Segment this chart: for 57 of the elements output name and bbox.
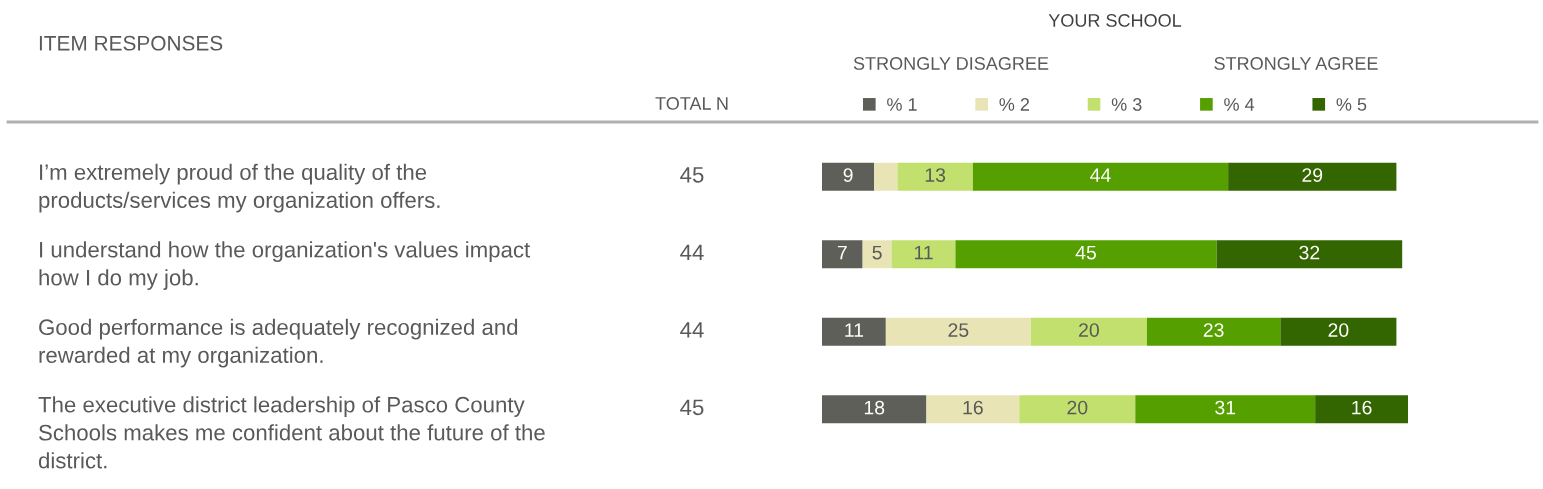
bar — [897, 162, 973, 191]
text: 44 — [680, 244, 704, 260]
bar — [822, 395, 927, 424]
data-label: 20 — [1067, 400, 1088, 415]
data-label: 31 — [1215, 400, 1236, 415]
legend-label: % 1 — [887, 98, 917, 111]
y-tick-label: The executive district leadership of Pasco County Schools makes me confident about the future of the district. — [38, 396, 545, 469]
text: STRONGLY AGREE — [1214, 57, 1378, 70]
data-label: 13 — [925, 168, 946, 182]
data-label: 20 — [1328, 323, 1349, 337]
bar — [891, 240, 956, 269]
bar — [822, 162, 875, 191]
data-label: 16 — [1352, 400, 1372, 415]
bar — [1315, 395, 1408, 424]
bar — [1280, 317, 1397, 346]
bar — [1146, 317, 1281, 346]
chart-subtitle: YOUR SCHOOL — [1048, 14, 1182, 27]
y-tick-label: Good performance is adequately recognized and rewarded at my organization. — [39, 318, 518, 368]
text: TOTAL N — [655, 97, 728, 110]
bar — [862, 240, 892, 269]
text: ITEM RESPONSES — [39, 35, 223, 51]
bar — [822, 317, 886, 346]
data-label: 9 — [843, 168, 853, 182]
data-label: 11 — [914, 245, 933, 260]
bar — [1216, 240, 1403, 269]
data-label: 16 — [963, 400, 983, 415]
data-label: 32 — [1299, 245, 1320, 260]
bar — [1228, 162, 1397, 191]
data-label: 25 — [948, 323, 969, 337]
text: 45 — [680, 167, 704, 183]
text: STRONGLY DISAGREE — [853, 57, 1049, 70]
data-label: 23 — [1203, 323, 1224, 337]
text: 45 — [680, 399, 704, 416]
bar — [1019, 395, 1136, 424]
data-label: 29 — [1302, 168, 1323, 182]
data-label: 20 — [1079, 323, 1099, 337]
text: 44 — [680, 322, 704, 338]
data-label: 7 — [837, 245, 847, 260]
bar — [885, 317, 1031, 346]
y-tick-label: I’m extremely proud of the quality of the products/services my organization offers. — [39, 163, 440, 213]
legend-label: % 3 — [1111, 98, 1142, 111]
bar — [822, 240, 863, 269]
bar — [926, 395, 1020, 424]
legend-label: % 2 — [999, 98, 1030, 111]
data-label: 45 — [1075, 245, 1096, 260]
bar — [1135, 395, 1316, 424]
data-label: 11 — [845, 323, 864, 337]
bar — [955, 240, 1217, 269]
bar — [1030, 317, 1147, 346]
legend-label: % 4 — [1224, 98, 1255, 111]
bar — [874, 162, 898, 191]
data-label: 5 — [872, 245, 882, 260]
legend-label: % 5 — [1336, 98, 1367, 111]
data-label: 44 — [1090, 168, 1111, 182]
y-tick-label: I understand how the organization's values impact how I do my job. — [39, 241, 531, 290]
bar — [972, 162, 1229, 191]
data-label: 18 — [864, 400, 885, 415]
